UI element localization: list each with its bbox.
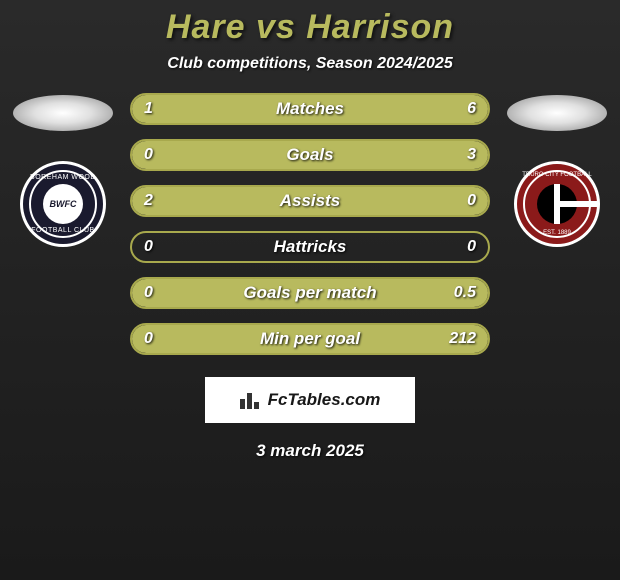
date-text: 3 march 2025: [0, 441, 620, 461]
title: Hare vs Harrison: [0, 8, 620, 47]
right-badge-text-top: TRURO CITY FOOTBALL: [522, 172, 592, 178]
bar-label: Goals per match: [132, 283, 488, 303]
attribution-text: FcTables.com: [268, 390, 381, 410]
bar-value-right: 0: [467, 192, 476, 210]
right-club-badge: TRURO CITY FOOTBALL EST. 1889: [514, 161, 600, 247]
main-area: BOREHAM WOOD BWFC FOOTBALL CLUB 1Matches…: [0, 93, 620, 369]
right-badge-inner: [537, 184, 577, 224]
stats-bars: 1Matches60Goals32Assists00Hattricks00Goa…: [118, 93, 502, 369]
left-club-badge: BOREHAM WOOD BWFC FOOTBALL CLUB: [20, 161, 106, 247]
right-column: TRURO CITY FOOTBALL EST. 1889: [502, 93, 612, 369]
bar-label: Hattricks: [132, 237, 488, 257]
bar-label: Matches: [132, 99, 488, 119]
bar-value-right: 212: [449, 330, 476, 348]
right-badge-text-bottom: EST. 1889: [543, 230, 571, 236]
left-column: BOREHAM WOOD BWFC FOOTBALL CLUB: [8, 93, 118, 369]
right-player-photo: [507, 95, 607, 131]
left-badge-text-bottom: FOOTBALL CLUB: [31, 227, 94, 234]
bar-label: Goals: [132, 145, 488, 165]
stat-bar-hattricks: 0Hattricks0: [130, 231, 490, 263]
stat-bar-goals-per-match: 0Goals per match0.5: [130, 277, 490, 309]
bar-label: Min per goal: [132, 329, 488, 349]
left-badge-text-top: BOREHAM WOOD: [30, 174, 96, 181]
left-player-photo: [13, 95, 113, 131]
subtitle: Club competitions, Season 2024/2025: [0, 55, 620, 73]
stat-bar-min-per-goal: 0Min per goal212: [130, 323, 490, 355]
bar-value-right: 0: [467, 238, 476, 256]
stat-bar-goals: 0Goals3: [130, 139, 490, 171]
chart-icon: [240, 391, 262, 409]
bar-value-right: 6: [467, 100, 476, 118]
bar-value-right: 0.5: [454, 284, 476, 302]
left-badge-inner: BWFC: [43, 184, 83, 224]
bar-value-right: 3: [467, 146, 476, 164]
stat-bar-matches: 1Matches6: [130, 93, 490, 125]
attribution-badge: FcTables.com: [205, 377, 415, 423]
stat-bar-assists: 2Assists0: [130, 185, 490, 217]
bar-label: Assists: [132, 191, 488, 211]
header: Hare vs Harrison Club competitions, Seas…: [0, 0, 620, 73]
